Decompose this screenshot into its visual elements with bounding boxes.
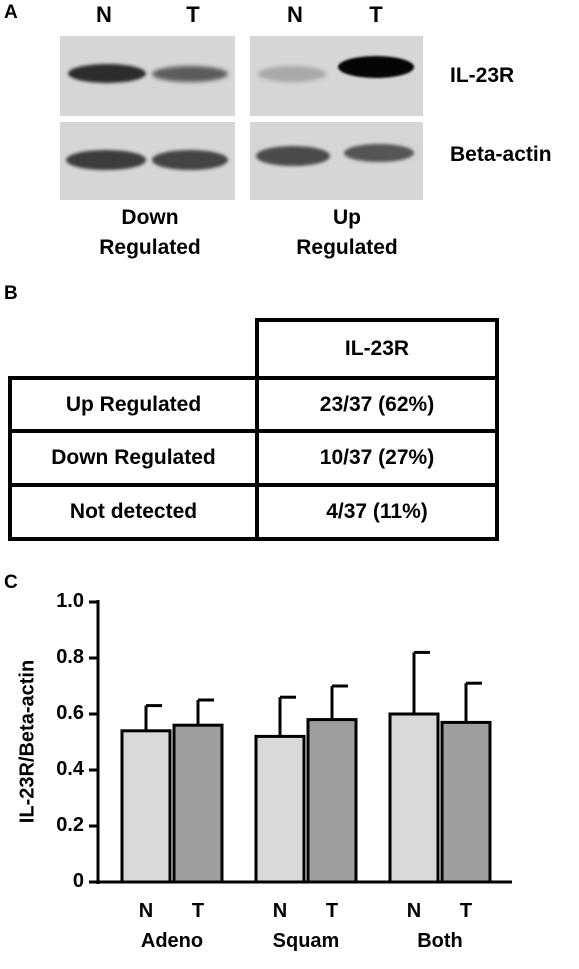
x-tick-label: T (459, 900, 473, 922)
condition-line: Down (121, 206, 179, 229)
table-cell-text: 10/37 (27%) (319, 446, 435, 469)
table-row-label: Up Regulated (8, 376, 259, 433)
x-tick-label: T (325, 900, 339, 922)
group-label: Both (417, 930, 463, 952)
table-header-text: IL-23R (344, 337, 410, 360)
bar (120, 729, 172, 884)
lane-label-t-left: T (186, 2, 200, 27)
band (68, 64, 146, 83)
table-header-cell: IL-23R (255, 318, 499, 380)
panel-a-label: A (4, 2, 18, 23)
row-label-beta-actin: Beta-actin (450, 143, 552, 166)
panel-c-label: C (4, 572, 18, 593)
y-tick-label: 0.2 (56, 814, 84, 836)
x-tick-label: T (191, 900, 205, 922)
bar (388, 712, 440, 884)
table-cell-text: Up Regulated (65, 392, 202, 416)
blot-il23r-up (250, 36, 423, 116)
table-row-value: 10/37 (27%) (255, 429, 499, 487)
lane-label-n-left: N (96, 2, 112, 27)
x-tick-label: N (138, 900, 154, 922)
table-row-value: 4/37 (11%) (255, 483, 499, 541)
bar (172, 723, 224, 884)
condition-line: Regulated (296, 236, 398, 259)
y-tick-label: 1.0 (56, 590, 84, 612)
y-tick-label: 0.6 (56, 702, 84, 724)
table-cell-text: 4/37 (11%) (326, 500, 428, 523)
blot-actin-up (250, 122, 423, 200)
group-label: Squam (272, 930, 340, 952)
group-label: Adeno (140, 930, 204, 952)
x-tick-label: N (272, 900, 288, 922)
x-tick-label: N (406, 900, 422, 922)
bar (440, 720, 492, 884)
band (344, 144, 414, 162)
table-cell-text: Down Regulated (51, 446, 216, 469)
condition-line: Regulated (99, 236, 201, 259)
table-row-label: Down Regulated (8, 429, 259, 487)
bar (254, 734, 306, 884)
blot-il23r-down (60, 36, 235, 116)
table-cell-text: 23/37 (62%) (319, 392, 435, 416)
lane-label-t-right: T (369, 2, 383, 27)
band (66, 150, 146, 170)
y-tick-label: 0.4 (56, 758, 84, 780)
blot-actin-down (60, 122, 235, 200)
table-row-value: 23/37 (62%) (255, 376, 499, 433)
band (258, 66, 326, 82)
condition-label-up: Up Regulated (262, 203, 432, 263)
bar (306, 718, 358, 884)
band (152, 66, 228, 82)
y-axis-label: IL-23R/Beta-actin (16, 659, 39, 824)
panel-b-label: B (4, 283, 18, 304)
condition-line: Up (333, 206, 361, 229)
band (152, 150, 228, 170)
row-label-il23r: IL-23R (450, 64, 515, 87)
lane-label-n-right: N (287, 2, 303, 27)
y-tick-label: 0.8 (56, 646, 84, 668)
condition-label-down: Down Regulated (65, 203, 235, 263)
band (256, 146, 330, 166)
band (338, 56, 414, 78)
y-tick-label: 0 (72, 870, 84, 892)
table-cell-text: Not detected (69, 500, 198, 523)
table-row-label: Not detected (8, 483, 259, 541)
